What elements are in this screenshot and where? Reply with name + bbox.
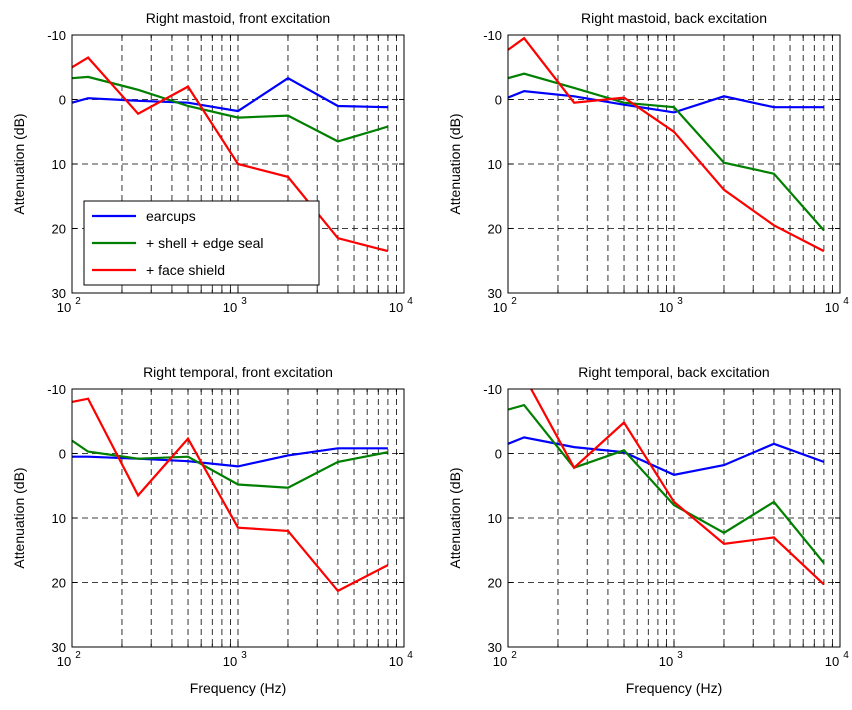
y-axis-label: Attenuation (dB) bbox=[447, 467, 463, 568]
x-tick-label: 10 bbox=[825, 654, 839, 669]
series-line bbox=[507, 72, 825, 232]
x-tick-label: 10 bbox=[223, 300, 237, 315]
x-tick-label: 10 bbox=[493, 654, 507, 669]
series-line bbox=[71, 76, 388, 113]
y-tick-label: 0 bbox=[495, 447, 502, 462]
x-axis-label: Frequency (Hz) bbox=[626, 680, 722, 696]
chart-title: Right mastoid, back excitation bbox=[581, 10, 767, 26]
series-line bbox=[71, 397, 389, 593]
y-tick-label: 30 bbox=[52, 640, 66, 655]
x-tick-label-exponent: 3 bbox=[241, 296, 247, 307]
series-line bbox=[507, 368, 825, 586]
x-tick-label-exponent: 3 bbox=[677, 650, 683, 661]
y-tick-label: -10 bbox=[483, 28, 502, 43]
series-line bbox=[71, 56, 389, 253]
legend-entry: + face shield bbox=[146, 262, 225, 278]
x-tick-label-exponent: 4 bbox=[843, 650, 849, 661]
x-tick-label: 10 bbox=[825, 300, 839, 315]
x-axis-label: Frequency (Hz) bbox=[190, 680, 286, 696]
y-axis-label: Attenuation (dB) bbox=[447, 113, 463, 214]
series-line bbox=[71, 439, 389, 489]
plot-top-mask bbox=[70, 359, 406, 389]
y-tick-label: 30 bbox=[52, 286, 66, 301]
x-tick-label: 10 bbox=[659, 654, 673, 669]
x-tick-label-exponent: 3 bbox=[241, 650, 247, 661]
y-tick-label: 10 bbox=[52, 157, 66, 172]
legend: earcups + shell + edge seal + face shield bbox=[83, 200, 320, 286]
y-tick-label: 20 bbox=[488, 222, 502, 237]
series-line bbox=[507, 36, 825, 253]
x-tick-label-exponent: 2 bbox=[75, 296, 81, 307]
x-tick-label: 10 bbox=[659, 300, 673, 315]
legend-entry: earcups bbox=[146, 208, 196, 224]
x-tick-label-exponent: 3 bbox=[677, 296, 683, 307]
y-tick-label: 0 bbox=[59, 447, 66, 462]
y-tick-label: 0 bbox=[495, 93, 502, 108]
series-line bbox=[72, 447, 388, 468]
y-tick-label: 0 bbox=[59, 93, 66, 108]
y-tick-label: 10 bbox=[488, 157, 502, 172]
y-tick-label: 20 bbox=[52, 576, 66, 591]
y-tick-label: 10 bbox=[52, 511, 66, 526]
x-tick-label-exponent: 4 bbox=[407, 296, 413, 307]
x-tick-label-exponent: 2 bbox=[75, 650, 81, 661]
x-tick-label: 10 bbox=[493, 300, 507, 315]
y-axis-label: Attenuation (dB) bbox=[11, 467, 27, 568]
series-line bbox=[71, 75, 389, 143]
y-tick-label: -10 bbox=[47, 382, 66, 397]
y-tick-label: 20 bbox=[488, 576, 502, 591]
y-tick-label: 30 bbox=[488, 640, 502, 655]
x-tick-label: 10 bbox=[389, 654, 403, 669]
y-tick-label: 20 bbox=[52, 222, 66, 237]
series-line bbox=[507, 89, 824, 114]
plot-top-mask bbox=[506, 5, 842, 35]
y-tick-label: -10 bbox=[47, 28, 66, 43]
y-axis-label: Attenuation (dB) bbox=[11, 113, 27, 214]
chart-title: Right mastoid, front excitation bbox=[146, 10, 330, 26]
chart-title: Right temporal, front excitation bbox=[143, 364, 333, 380]
series-line bbox=[507, 403, 825, 564]
plot-top-mask bbox=[506, 359, 842, 389]
y-tick-label: -10 bbox=[483, 382, 502, 397]
y-tick-label: 10 bbox=[488, 511, 502, 526]
y-tick-label: 30 bbox=[488, 286, 502, 301]
x-tick-label-exponent: 2 bbox=[511, 650, 517, 661]
x-tick-label-exponent: 4 bbox=[407, 650, 413, 661]
x-tick-label-exponent: 4 bbox=[843, 296, 849, 307]
x-tick-label: 10 bbox=[389, 300, 403, 315]
x-tick-label: 10 bbox=[57, 300, 71, 315]
chart-title: Right temporal, back excitation bbox=[578, 364, 769, 380]
plot-top-mask bbox=[70, 5, 406, 35]
legend-entry: + shell + edge seal bbox=[146, 235, 264, 251]
x-tick-label: 10 bbox=[57, 654, 71, 669]
x-tick-label-exponent: 2 bbox=[511, 296, 517, 307]
x-tick-label: 10 bbox=[223, 654, 237, 669]
